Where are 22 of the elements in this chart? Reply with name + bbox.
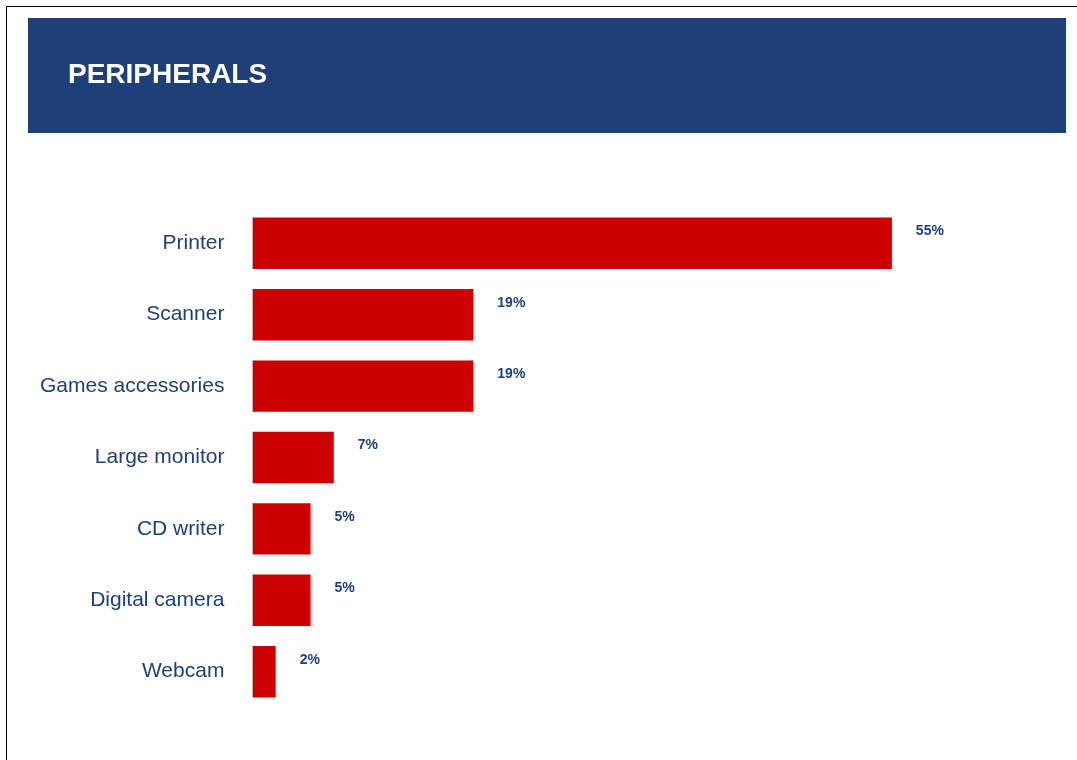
bar (252, 217, 892, 269)
y-tick-label: Digital camera (90, 587, 225, 611)
y-tick-label: Games accessories (39, 372, 225, 396)
data-label: 5% (334, 579, 356, 596)
y-tick-label: Printer (162, 230, 225, 254)
bar (252, 646, 276, 698)
chart-title: PERIPHERALS (68, 58, 268, 90)
y-tick-label: Webcam (141, 658, 225, 682)
bar (252, 289, 474, 341)
data-label: 2% (299, 650, 321, 667)
bar (252, 574, 311, 626)
data-label: 19% (497, 293, 526, 310)
y-tick-label: CD writer (136, 515, 225, 539)
bar (252, 360, 474, 412)
data-label: 55% (915, 222, 945, 239)
data-label: 19% (497, 364, 526, 381)
y-tick-label: Scanner (146, 301, 225, 325)
data-label: 7% (357, 436, 379, 453)
bar (252, 503, 311, 555)
data-label: 5% (334, 507, 356, 524)
bar (252, 431, 334, 484)
y-tick-label: Large monitor (94, 444, 225, 468)
